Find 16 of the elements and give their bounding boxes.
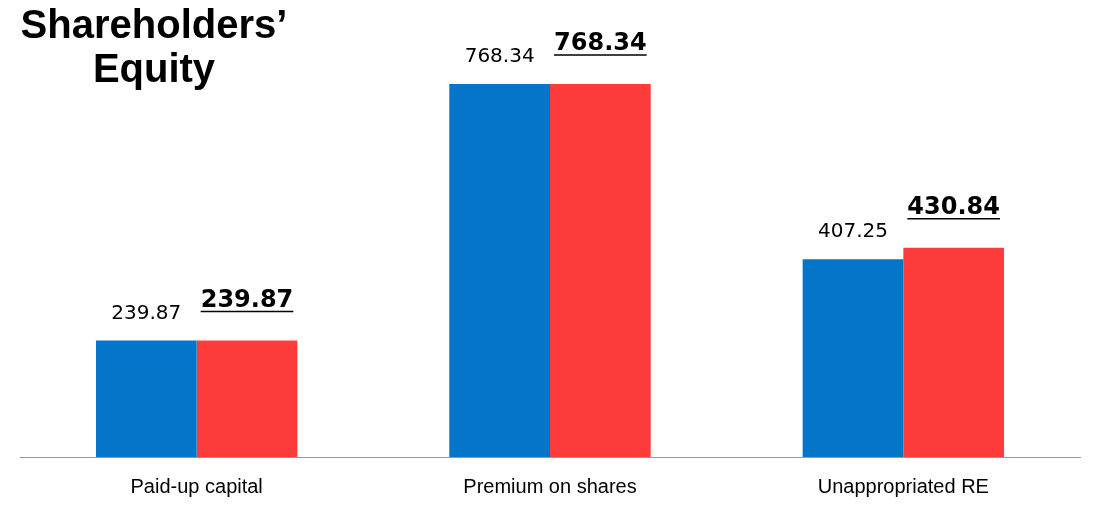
data-label: 239.87 xyxy=(111,299,182,324)
data-label: 768.34 xyxy=(554,27,647,56)
data-label: 430.84 xyxy=(907,191,1000,220)
data-label: 768.34 xyxy=(464,42,535,67)
bar xyxy=(95,340,197,457)
bar xyxy=(802,259,904,457)
bar xyxy=(550,83,651,457)
x-tick-label: Unappropriated RE xyxy=(817,474,989,497)
chart-title: Shareholders’ Equity xyxy=(19,2,289,90)
x-tick-label: Premium on shares xyxy=(463,474,637,497)
data-label: 239.87 xyxy=(200,284,294,313)
bar xyxy=(196,340,298,457)
bar xyxy=(449,83,550,457)
bar xyxy=(903,247,1005,457)
x-tick-label: Paid-up capital xyxy=(130,474,263,497)
data-label: 407.25 xyxy=(817,218,888,243)
